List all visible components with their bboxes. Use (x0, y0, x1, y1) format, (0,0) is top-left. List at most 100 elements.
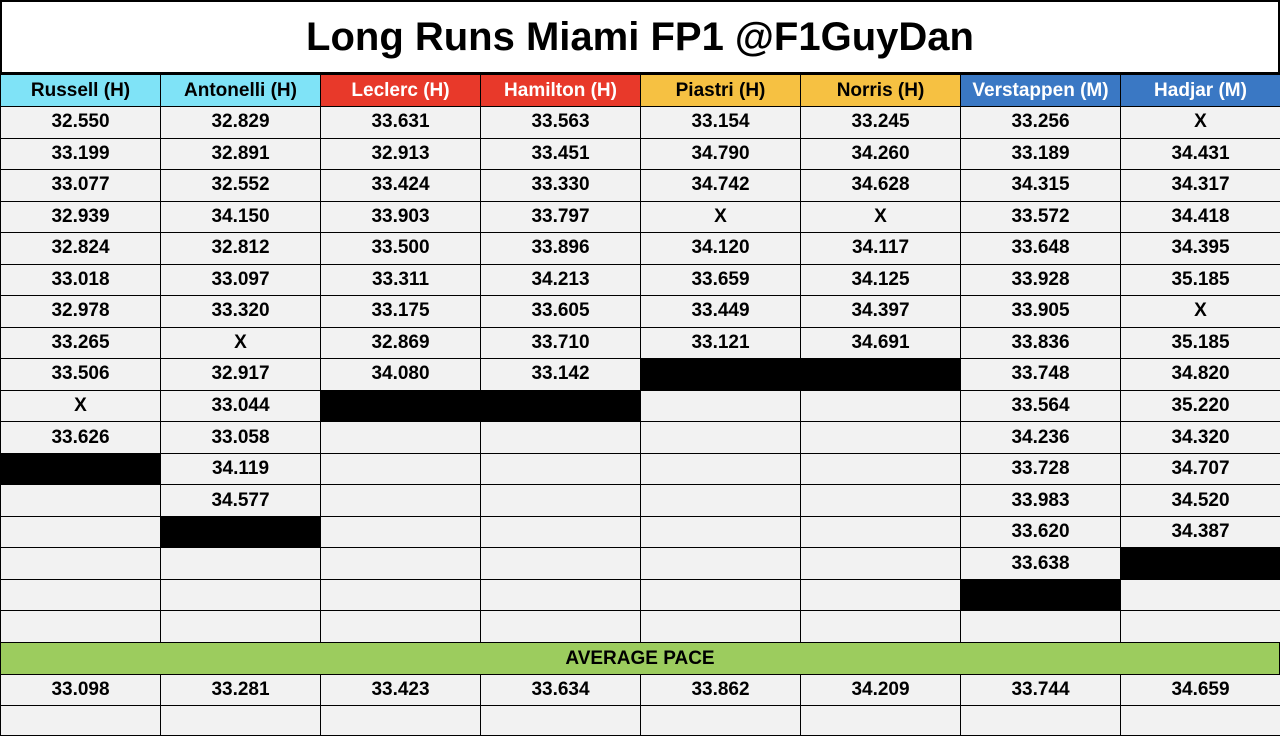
empty-cell (800, 578, 961, 612)
lap-time: 33.728 (960, 452, 1121, 486)
lap-time: X (160, 326, 321, 360)
lap-time: 34.120 (640, 232, 801, 265)
lap-time: 33.451 (480, 137, 641, 171)
average-value: 33.862 (640, 674, 801, 706)
empty-cell (640, 484, 801, 517)
lap-time: 32.869 (320, 326, 481, 360)
lap-time: X (800, 200, 961, 234)
empty-cell (640, 610, 801, 643)
lap-time: 32.812 (160, 232, 321, 265)
lap-time: 32.913 (320, 137, 481, 171)
lap-time: 33.928 (960, 263, 1121, 297)
lap-time: 32.550 (0, 106, 161, 139)
empty-cell (160, 547, 321, 580)
lap-time: 33.572 (960, 200, 1121, 234)
empty-cell (320, 421, 481, 454)
empty-cell (800, 610, 961, 643)
empty-cell (1120, 610, 1280, 643)
lap-time: 32.978 (0, 295, 161, 328)
run-end (480, 389, 641, 423)
empty-cell (480, 578, 641, 612)
empty-cell (0, 578, 161, 612)
column-header: Antonelli (H) (160, 74, 321, 107)
average-value: 33.098 (0, 674, 161, 706)
lap-time: 33.903 (320, 200, 481, 234)
lap-time: 33.648 (960, 232, 1121, 265)
empty-cell (0, 515, 161, 549)
run-end (960, 578, 1121, 612)
lap-time: 34.628 (800, 169, 961, 202)
lap-time: 33.121 (640, 326, 801, 360)
lap-time: 33.077 (0, 169, 161, 202)
title: Long Runs Miami FP1 @F1GuyDan (0, 0, 1280, 74)
lap-time: 34.236 (960, 421, 1121, 454)
lap-time: 33.905 (960, 295, 1121, 328)
empty-cell (800, 547, 961, 580)
lap-time: 35.185 (1120, 326, 1280, 360)
empty-cell (480, 421, 641, 454)
empty-cell (160, 578, 321, 612)
lap-time: 34.315 (960, 169, 1121, 202)
lap-time: 34.820 (1120, 358, 1280, 391)
average-value: 33.281 (160, 674, 321, 706)
run-end (640, 358, 801, 391)
lap-time: 34.395 (1120, 232, 1280, 265)
lap-time: 33.659 (640, 263, 801, 297)
lap-time: 33.631 (320, 106, 481, 139)
lap-time: 33.983 (960, 484, 1121, 517)
column-header: Verstappen (M) (960, 74, 1121, 107)
lap-time: 33.265 (0, 326, 161, 360)
empty-cell (640, 705, 801, 736)
empty-cell (480, 484, 641, 517)
lap-time: 33.797 (480, 200, 641, 234)
empty-cell (1120, 578, 1280, 612)
column-header: Norris (H) (800, 74, 961, 107)
empty-cell (480, 610, 641, 643)
lap-time: 34.117 (800, 232, 961, 265)
lap-time: 34.742 (640, 169, 801, 202)
empty-cell (640, 452, 801, 486)
lap-time: 33.058 (160, 421, 321, 454)
lap-time: 35.185 (1120, 263, 1280, 297)
average-value: 34.209 (800, 674, 961, 706)
empty-cell (320, 610, 481, 643)
column-header: Leclerc (H) (320, 74, 481, 107)
average-label: AVERAGE PACE (0, 642, 1280, 675)
lap-time: X (1120, 295, 1280, 328)
lap-time: 34.397 (800, 295, 961, 328)
empty-cell (160, 705, 321, 736)
lap-time: 34.125 (800, 263, 961, 297)
empty-cell (320, 547, 481, 580)
column-header: Hamilton (H) (480, 74, 641, 107)
column-header: Piastri (H) (640, 74, 801, 107)
lap-time: 33.424 (320, 169, 481, 202)
empty-cell (640, 421, 801, 454)
empty-cell (800, 515, 961, 549)
lap-time: 32.552 (160, 169, 321, 202)
empty-cell (0, 610, 161, 643)
lap-time: 34.119 (160, 452, 321, 486)
run-end (0, 452, 161, 486)
lap-time: 33.620 (960, 515, 1121, 549)
lap-time: X (0, 389, 161, 423)
lap-time: 34.320 (1120, 421, 1280, 454)
lap-time: 33.836 (960, 326, 1121, 360)
empty-cell (640, 389, 801, 423)
lap-time: 33.044 (160, 389, 321, 423)
column-header: Hadjar (M) (1120, 74, 1280, 107)
lap-time: 33.563 (480, 106, 641, 139)
average-value: 34.659 (1120, 674, 1280, 706)
lap-time: 33.710 (480, 326, 641, 360)
lap-time: 34.317 (1120, 169, 1280, 202)
lap-time: 32.824 (0, 232, 161, 265)
lap-time: 33.245 (800, 106, 961, 139)
empty-cell (320, 452, 481, 486)
lap-time: 34.577 (160, 484, 321, 517)
lap-time: 33.564 (960, 389, 1121, 423)
average-value: 33.423 (320, 674, 481, 706)
lap-time: X (1120, 106, 1280, 139)
empty-cell (0, 484, 161, 517)
lap-time: 34.260 (800, 137, 961, 171)
lap-time: 33.748 (960, 358, 1121, 391)
